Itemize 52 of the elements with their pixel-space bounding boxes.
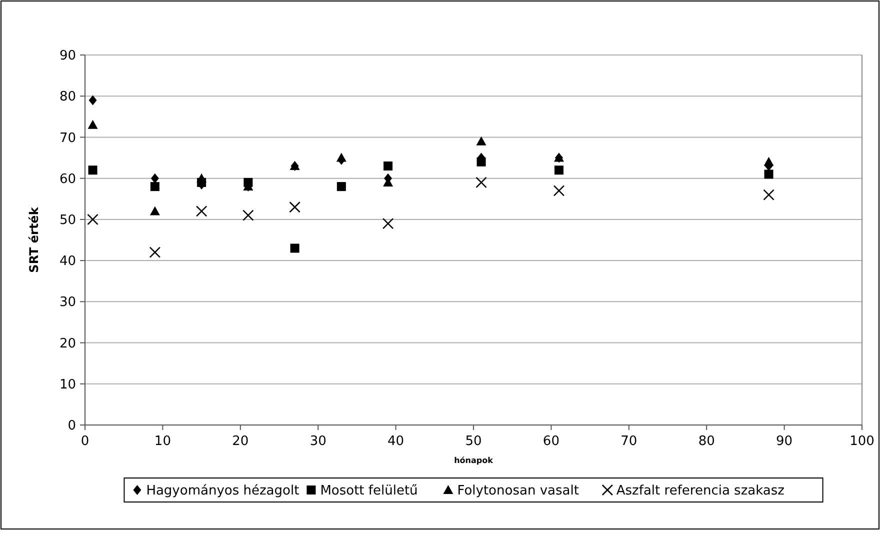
x-axis-title: hónapok: [454, 456, 494, 465]
point: [290, 244, 300, 253]
x-tick-label: 90: [776, 434, 793, 449]
x-tick-label: 10: [154, 434, 171, 449]
y-tick-label: 40: [59, 254, 76, 270]
y-tick-label: 60: [59, 172, 76, 187]
y-axis-title: SRT érték: [27, 206, 41, 273]
x-tick-label: 60: [542, 434, 560, 449]
point: [382, 218, 394, 230]
x-tick-label: 30: [310, 434, 326, 449]
point: [196, 173, 207, 182]
point: [150, 173, 159, 184]
point: [476, 136, 486, 146]
point: [554, 166, 564, 175]
point: [553, 185, 565, 196]
point: [764, 170, 774, 179]
point: [242, 210, 254, 221]
legend-label: Hagyományos hézagolt: [146, 484, 300, 499]
y-tick-label: 90: [59, 48, 76, 64]
point: [763, 189, 774, 200]
y-tick-label: 80: [59, 90, 76, 105]
point: [336, 182, 346, 192]
x-tick-label: 80: [698, 434, 715, 449]
point: [149, 246, 161, 258]
x-tick-label: 0: [80, 434, 90, 449]
x-tick-label: 50: [465, 434, 482, 449]
point: [87, 214, 98, 226]
point: [476, 157, 486, 166]
point: [384, 162, 393, 170]
point: [88, 95, 97, 106]
y-tick-label: 30: [59, 295, 76, 310]
point: [88, 166, 98, 175]
x-tick-label: 40: [388, 434, 404, 449]
legend-label: Folytonosan vasalt: [457, 484, 579, 499]
y-tick-label: 50: [59, 212, 76, 228]
y-tick-label: 70: [59, 130, 76, 146]
x-tick-label: 100: [850, 434, 874, 449]
x-tick-label: 20: [232, 434, 249, 449]
point: [476, 176, 487, 188]
point: [289, 201, 300, 213]
point: [764, 156, 774, 166]
y-tick-label: 0: [68, 418, 76, 434]
x-tick-label: 70: [620, 434, 638, 449]
point: [88, 120, 98, 129]
point: [336, 152, 346, 162]
point: [196, 206, 208, 217]
y-tick-label: 20: [59, 336, 76, 352]
y-tick-label: 10: [59, 377, 76, 392]
point: [150, 206, 160, 216]
legend-label: Aszfalt referencia szakasz: [616, 484, 785, 499]
legend-label: Mosott felületű: [320, 484, 418, 499]
point: [150, 182, 160, 192]
